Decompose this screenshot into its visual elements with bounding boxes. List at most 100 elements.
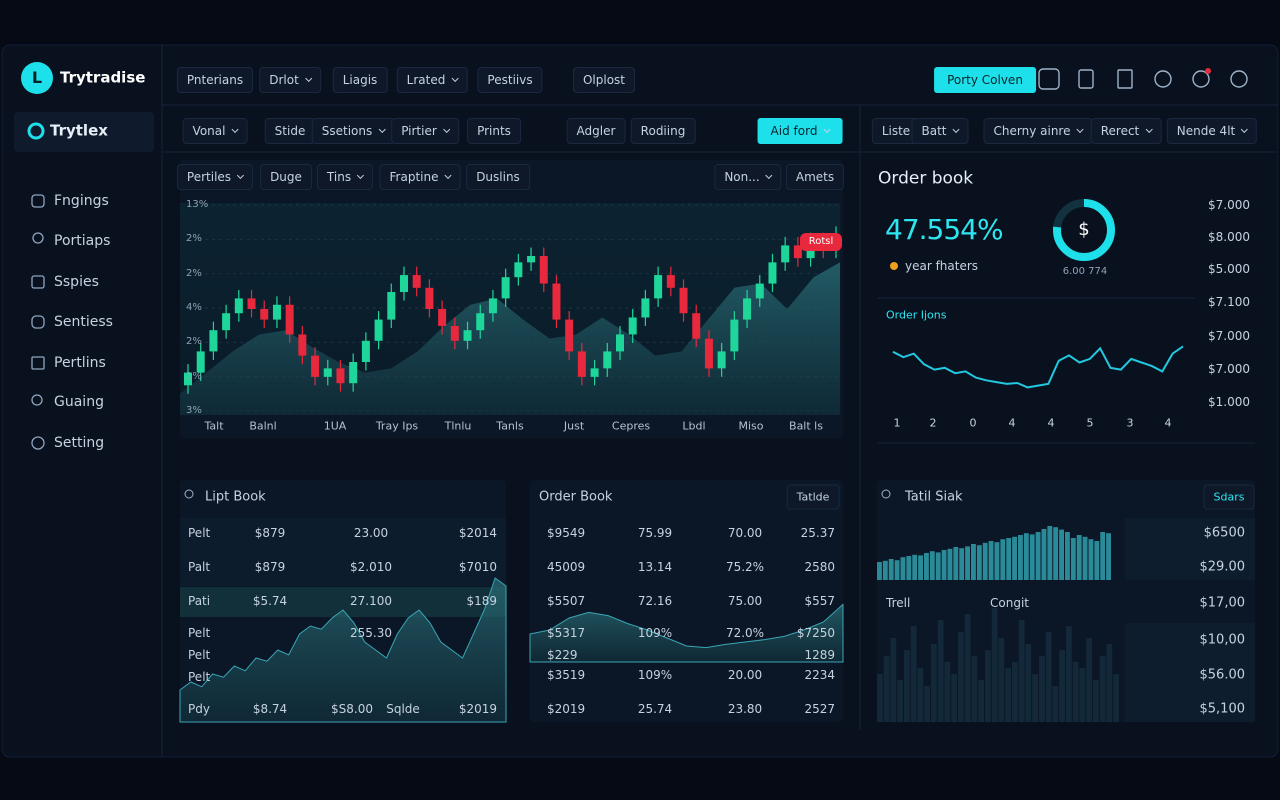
cell: $2019: [547, 702, 586, 716]
bar: [1086, 638, 1092, 722]
bar: [1113, 674, 1119, 722]
menu-item[interactable]: Pestiivs: [477, 67, 543, 93]
right-toolbar-item[interactable]: Rerect: [1090, 118, 1162, 144]
candle-body: [374, 319, 383, 341]
nav-icons: [31, 194, 45, 450]
bar: [1018, 535, 1023, 580]
bar: [941, 550, 947, 580]
chart-tool[interactable]: Amets: [785, 164, 845, 190]
bar: [904, 650, 910, 722]
bar: [929, 551, 935, 580]
bar: [931, 644, 937, 722]
bar: [1018, 620, 1025, 722]
bar: [1088, 539, 1094, 580]
panel-button[interactable]: Tatlde: [786, 484, 840, 510]
bar: [976, 545, 982, 580]
x-label: 1UA: [323, 419, 347, 433]
bar: [951, 674, 957, 722]
workspace-name: Trytlex: [50, 121, 108, 140]
chart-tool[interactable]: Pertiles: [176, 164, 254, 190]
toolbar-item[interactable]: Prints: [467, 118, 521, 144]
bar: [1099, 656, 1106, 722]
y-label: 3%: [186, 405, 202, 416]
panel-title: Lipt Book: [205, 489, 266, 505]
right-toolbar-item[interactable]: Batt: [911, 118, 969, 144]
donut-note: 6.00 774: [1062, 266, 1108, 277]
nav-item[interactable]: Sspies: [54, 274, 99, 290]
nav-item[interactable]: Guaing: [54, 394, 104, 410]
bar: [958, 632, 964, 722]
toolbar-item[interactable]: Stide: [264, 118, 316, 144]
cell: $7010: [458, 560, 497, 574]
bar: [1076, 535, 1082, 580]
bar: [924, 686, 930, 722]
nav-item[interactable]: Fngings: [54, 193, 109, 209]
toolbar-item[interactable]: Ssetions: [311, 118, 395, 144]
bar: [1041, 529, 1047, 580]
toolbar-item[interactable]: Pirtier: [391, 118, 459, 144]
chart-tool[interactable]: Tins: [316, 164, 374, 190]
axis-label: $7.000: [1208, 198, 1250, 212]
candle-body: [654, 275, 663, 299]
menu-item[interactable]: Liagis: [332, 67, 388, 93]
candle-body: [527, 256, 536, 263]
chart-tool[interactable]: Duslins: [466, 164, 530, 190]
axis-label: $8.000: [1208, 230, 1250, 244]
bar: [1070, 538, 1076, 580]
chart-tool[interactable]: Fraptine: [379, 164, 461, 190]
search-icon: [184, 489, 194, 499]
chart-tool[interactable]: Duge: [260, 164, 312, 190]
x-label: 4: [1047, 416, 1055, 430]
menu-item[interactable]: Drlot: [259, 67, 321, 93]
value: $5,100: [1199, 701, 1246, 717]
right-toolbar-item[interactable]: Cherny ainre: [983, 118, 1093, 144]
cell: $557: [804, 594, 835, 608]
panel-title: Tatil Siak: [905, 489, 963, 505]
candle-body: [209, 330, 218, 352]
menu-item[interactable]: Olplost: [572, 67, 636, 93]
cell: 75.99: [637, 526, 673, 540]
panel-button[interactable]: Sdars: [1203, 484, 1255, 510]
x-label: Tanls: [496, 419, 524, 433]
cell: 27.100: [350, 594, 392, 608]
bar: [883, 656, 890, 722]
bar: [1000, 539, 1006, 580]
bar: [912, 554, 918, 580]
bar: [918, 555, 923, 580]
menu-item[interactable]: Lrated: [396, 67, 468, 93]
bar: [988, 541, 994, 580]
primary-button[interactable]: Porty Colven: [934, 67, 1036, 93]
cell: $229: [547, 648, 578, 662]
x-label: Tlnlu: [444, 419, 472, 433]
toolbar-item[interactable]: Adgler: [566, 118, 626, 144]
cell: $189: [466, 594, 497, 608]
nav-item[interactable]: Portiaps: [54, 233, 111, 249]
toolbar-item[interactable]: Vonal: [182, 118, 248, 144]
badge: Rotsl: [808, 236, 834, 247]
right-toolbar-item[interactable]: Nende 4lt: [1166, 118, 1258, 144]
toolbar-item[interactable]: Rodiing: [630, 118, 696, 144]
x-label: 0: [969, 416, 977, 430]
bar: [897, 680, 903, 722]
cell: 75.00: [727, 594, 763, 608]
bar: [1066, 626, 1072, 722]
candle-body: [438, 309, 447, 326]
x-label: Miso: [738, 419, 764, 433]
nav-item[interactable]: Pertlins: [54, 355, 106, 371]
nav-item[interactable]: Sentiess: [54, 314, 113, 330]
cell: 75.2%: [725, 560, 765, 574]
candle-body: [641, 298, 650, 318]
value: $10,00: [1199, 632, 1246, 648]
candle-body: [743, 298, 752, 320]
y-label: 2%: [186, 233, 202, 245]
menu-item[interactable]: Pnterians: [176, 67, 254, 93]
cell: $3519: [547, 668, 586, 682]
candle-body: [666, 275, 675, 288]
add-button[interactable]: Aid ford: [757, 118, 843, 144]
candle-body: [730, 319, 739, 352]
chart-tool[interactable]: Non...: [714, 164, 782, 190]
candle-body: [222, 313, 231, 331]
nav-item[interactable]: Setting: [54, 435, 105, 451]
